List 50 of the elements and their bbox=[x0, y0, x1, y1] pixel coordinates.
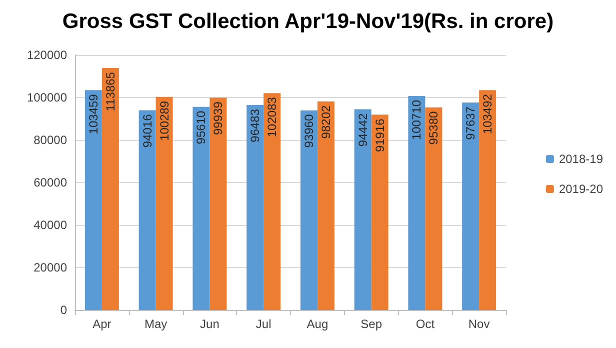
data-label: 100289 bbox=[157, 100, 172, 141]
x-tick-label: May bbox=[144, 317, 168, 331]
y-tick-label: 40000 bbox=[34, 218, 68, 232]
legend-label: 2019-20 bbox=[558, 182, 604, 196]
bar bbox=[371, 114, 388, 310]
x-tick-label: Nov bbox=[468, 317, 490, 331]
bar bbox=[408, 96, 426, 310]
bar bbox=[192, 106, 210, 310]
data-label: 94442 bbox=[356, 112, 370, 147]
bar bbox=[354, 109, 372, 310]
bar bbox=[462, 102, 480, 310]
data-label: 96483 bbox=[248, 108, 262, 142]
bar bbox=[300, 110, 318, 310]
bar bbox=[425, 107, 442, 310]
data-label: 95380 bbox=[426, 110, 441, 145]
bar bbox=[210, 98, 227, 310]
x-tick-label: Apr bbox=[92, 317, 112, 331]
data-label: 98202 bbox=[318, 105, 333, 139]
y-tick-label: 120000 bbox=[26, 48, 68, 62]
x-tick-label: Oct bbox=[416, 317, 436, 331]
data-label: 102083 bbox=[265, 96, 280, 138]
bar bbox=[264, 93, 281, 310]
bar bbox=[156, 96, 173, 310]
bar bbox=[479, 90, 496, 310]
data-label: 99939 bbox=[211, 101, 226, 136]
y-tick-label: 20000 bbox=[34, 260, 68, 274]
data-label: 94016 bbox=[140, 114, 154, 148]
data-label: 100710 bbox=[410, 100, 424, 140]
data-label: 97637 bbox=[464, 106, 478, 140]
x-tick-label: Aug bbox=[306, 317, 328, 331]
data-label: 91916 bbox=[372, 118, 387, 152]
y-tick-label: 60000 bbox=[34, 176, 68, 190]
y-tick-label: 0 bbox=[60, 303, 68, 317]
x-tick-label: Sep bbox=[360, 317, 382, 331]
chart-title: Gross GST Collection Apr'19-Nov'19(Rs. in crore) bbox=[62, 10, 554, 33]
bar bbox=[84, 90, 102, 310]
data-label: 95610 bbox=[194, 110, 208, 144]
legend-label: 2018-19 bbox=[558, 152, 604, 166]
data-label: 93960 bbox=[302, 114, 316, 148]
x-tick-label: Jun bbox=[200, 317, 220, 331]
y-tick-label: 80000 bbox=[34, 133, 68, 147]
data-label: 103492 bbox=[480, 94, 495, 134]
bar bbox=[102, 68, 119, 310]
bar bbox=[138, 110, 156, 310]
bar bbox=[317, 101, 334, 310]
x-tick-label: Jul bbox=[256, 317, 272, 331]
y-tick-label: 100000 bbox=[26, 90, 68, 104]
data-label: 103459 bbox=[86, 94, 100, 134]
bar bbox=[246, 104, 264, 310]
data-label: 113865 bbox=[103, 72, 118, 112]
